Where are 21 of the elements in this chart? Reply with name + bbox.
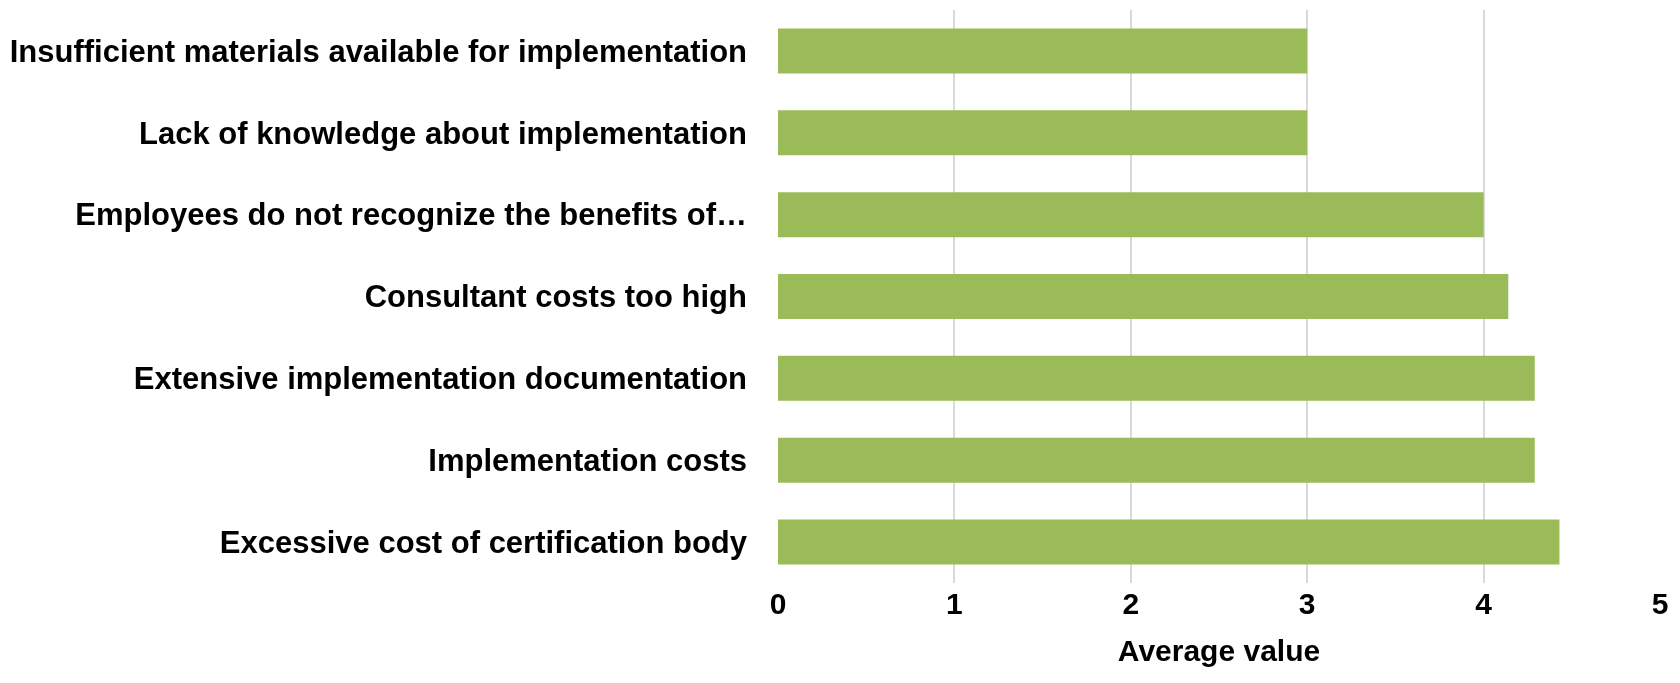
bar — [778, 28, 1308, 74]
y-tick-label: Implementation costs — [428, 443, 747, 479]
bar — [778, 355, 1535, 401]
y-tick-label: Employees do not recognize the benefits of… — [75, 197, 747, 233]
y-tick-label: Insufficient materials available for implementation — [9, 33, 747, 69]
y-tick-label: Excessive cost of certification body — [219, 524, 748, 560]
bar — [778, 192, 1484, 238]
x-tick-label: 1 — [946, 587, 963, 620]
x-tick-label: 2 — [1122, 587, 1140, 620]
bar — [778, 519, 1560, 565]
x-tick-label: 4 — [1475, 587, 1493, 620]
y-tick-label: Lack of knowledge about implementation — [138, 115, 747, 151]
y-tick-label: Consultant costs too high — [364, 279, 747, 315]
x-tick-label: 3 — [1298, 587, 1316, 620]
bar — [778, 273, 1509, 320]
bar — [778, 437, 1535, 483]
x-tick-label: 5 — [1651, 587, 1669, 620]
x-tick-label: 0 — [769, 587, 787, 620]
x-axis-title: Average value — [1117, 633, 1321, 667]
y-tick-label: Extensive implementation documentation — [133, 361, 747, 397]
bar — [778, 110, 1308, 156]
